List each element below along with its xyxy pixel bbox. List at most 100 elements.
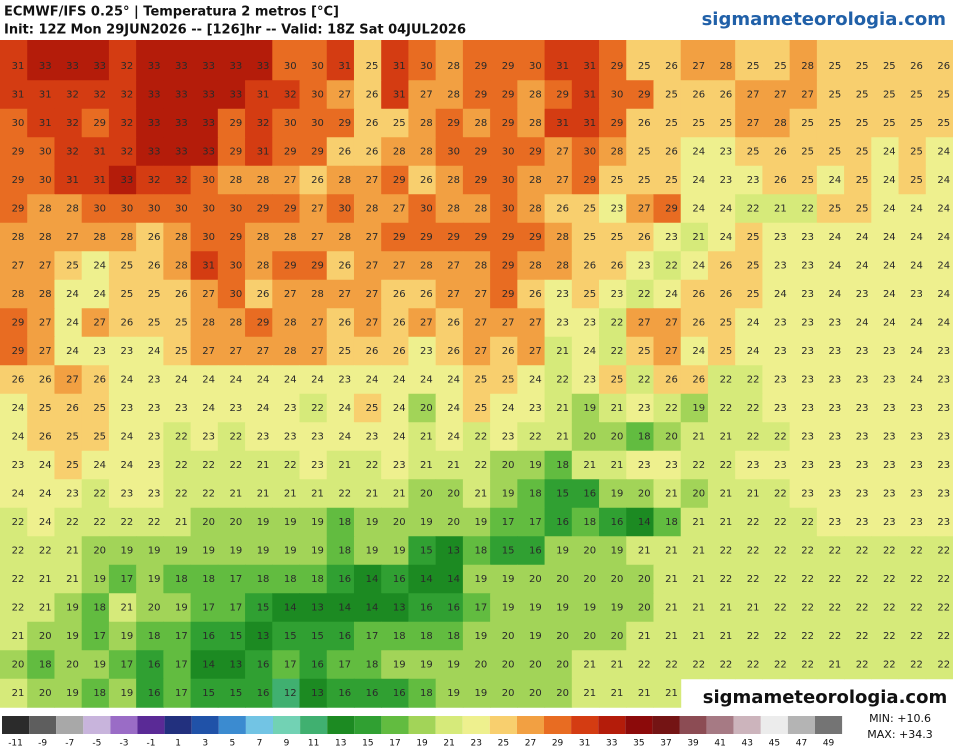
temp-value: 23 xyxy=(801,289,814,300)
colorbar-swatch xyxy=(273,716,301,734)
temp-value: 23 xyxy=(801,346,814,357)
temp-cell xyxy=(707,251,736,281)
temp-cell xyxy=(898,40,927,81)
temp-value: 29 xyxy=(475,147,488,158)
temp-value: 29 xyxy=(611,61,624,72)
temp-cell xyxy=(381,564,409,594)
temp-value: 29 xyxy=(229,147,242,158)
temp-cell xyxy=(462,108,491,138)
temp-cell xyxy=(217,137,246,167)
temp-value: 24 xyxy=(692,147,705,158)
temp-value: 23 xyxy=(338,375,351,386)
temp-value: 30 xyxy=(121,204,134,215)
temp-value: 21 xyxy=(475,489,488,500)
temp-value: 24 xyxy=(910,232,923,243)
temp-cell xyxy=(326,393,355,423)
temp-value: 32 xyxy=(284,90,297,101)
temp-cell xyxy=(54,80,83,110)
temp-cell xyxy=(190,336,219,366)
temp-cell xyxy=(816,422,845,452)
temp-value: 22 xyxy=(611,318,624,329)
temp-cell xyxy=(626,194,654,224)
temp-value: 19 xyxy=(257,546,270,557)
temp-cell xyxy=(762,279,791,309)
temp-value: 26 xyxy=(366,147,379,158)
temp-cell xyxy=(789,536,818,566)
temp-cell xyxy=(571,251,600,281)
temp-cell xyxy=(599,507,627,537)
temp-cell xyxy=(326,137,355,167)
temp-cell xyxy=(571,450,600,480)
temp-value: 19 xyxy=(556,546,569,557)
temp-value: 23 xyxy=(801,261,814,272)
temp-value: 23 xyxy=(774,346,787,357)
temp-value: 32 xyxy=(66,118,79,129)
temp-cell xyxy=(490,137,518,167)
temp-cell xyxy=(245,479,273,509)
temp-value: 22 xyxy=(747,432,760,443)
temp-cell xyxy=(707,308,736,338)
temp-cell xyxy=(626,450,654,480)
temp-cell xyxy=(653,479,682,509)
temp-cell xyxy=(353,279,382,309)
temp-cell xyxy=(490,593,518,623)
temp-value: 26 xyxy=(148,261,161,272)
temp-value: 18 xyxy=(175,574,188,585)
temp-cell xyxy=(871,222,900,252)
temp-value: 27 xyxy=(284,175,297,186)
colorbar-swatch xyxy=(462,716,490,734)
temp-cell xyxy=(381,593,409,623)
temp-value: 23 xyxy=(828,318,841,329)
temp-cell xyxy=(81,40,110,81)
temp-value: 23 xyxy=(66,489,79,500)
temp-cell xyxy=(54,279,83,309)
temp-value: 26 xyxy=(393,346,406,357)
temp-cell xyxy=(544,650,573,680)
temp-cell xyxy=(245,108,273,138)
temp-value: 23 xyxy=(774,318,787,329)
temp-value: 23 xyxy=(910,460,923,471)
temp-cell xyxy=(435,564,464,594)
temp-cell xyxy=(326,507,355,537)
temp-cell xyxy=(81,450,110,480)
temp-cell xyxy=(844,137,872,167)
temp-value: 25 xyxy=(475,375,488,386)
temp-value: 19 xyxy=(311,517,324,528)
colorbar-label: 49 xyxy=(823,739,835,749)
temp-cell xyxy=(816,564,845,594)
temp-value: 24 xyxy=(910,318,923,329)
temp-cell xyxy=(381,422,409,452)
temp-cell xyxy=(0,222,28,252)
temp-cell xyxy=(299,137,328,167)
temp-value: 28 xyxy=(202,318,215,329)
colorbar-swatch xyxy=(544,716,572,734)
temp-cell xyxy=(816,40,845,81)
temp-cell xyxy=(599,222,627,252)
temp-value: 30 xyxy=(502,204,515,215)
temp-value: 19 xyxy=(556,603,569,614)
temp-cell xyxy=(435,422,464,452)
temp-cell xyxy=(54,108,83,138)
temp-value: 18 xyxy=(311,574,324,585)
temp-cell xyxy=(381,137,409,167)
temp-value: 22 xyxy=(665,261,678,272)
temp-value: 33 xyxy=(257,61,270,72)
temp-value: 25 xyxy=(638,147,651,158)
temp-value: 33 xyxy=(66,61,79,72)
colorbar-label: 39 xyxy=(687,739,699,749)
temp-value: 28 xyxy=(556,232,569,243)
temp-cell xyxy=(272,365,301,395)
temp-cell xyxy=(680,279,709,309)
temp-cell xyxy=(626,678,654,708)
temp-cell xyxy=(735,80,763,110)
temp-cell xyxy=(626,507,654,537)
temp-value: 31 xyxy=(583,118,596,129)
temp-value: 28 xyxy=(529,175,542,186)
temp-cell xyxy=(653,536,682,566)
colorbar-swatch xyxy=(56,716,84,734)
temp-value: 22 xyxy=(720,546,733,557)
temp-cell xyxy=(680,564,709,594)
temp-cell xyxy=(299,40,328,81)
temp-value: 17 xyxy=(202,603,215,614)
temp-cell xyxy=(707,222,736,252)
